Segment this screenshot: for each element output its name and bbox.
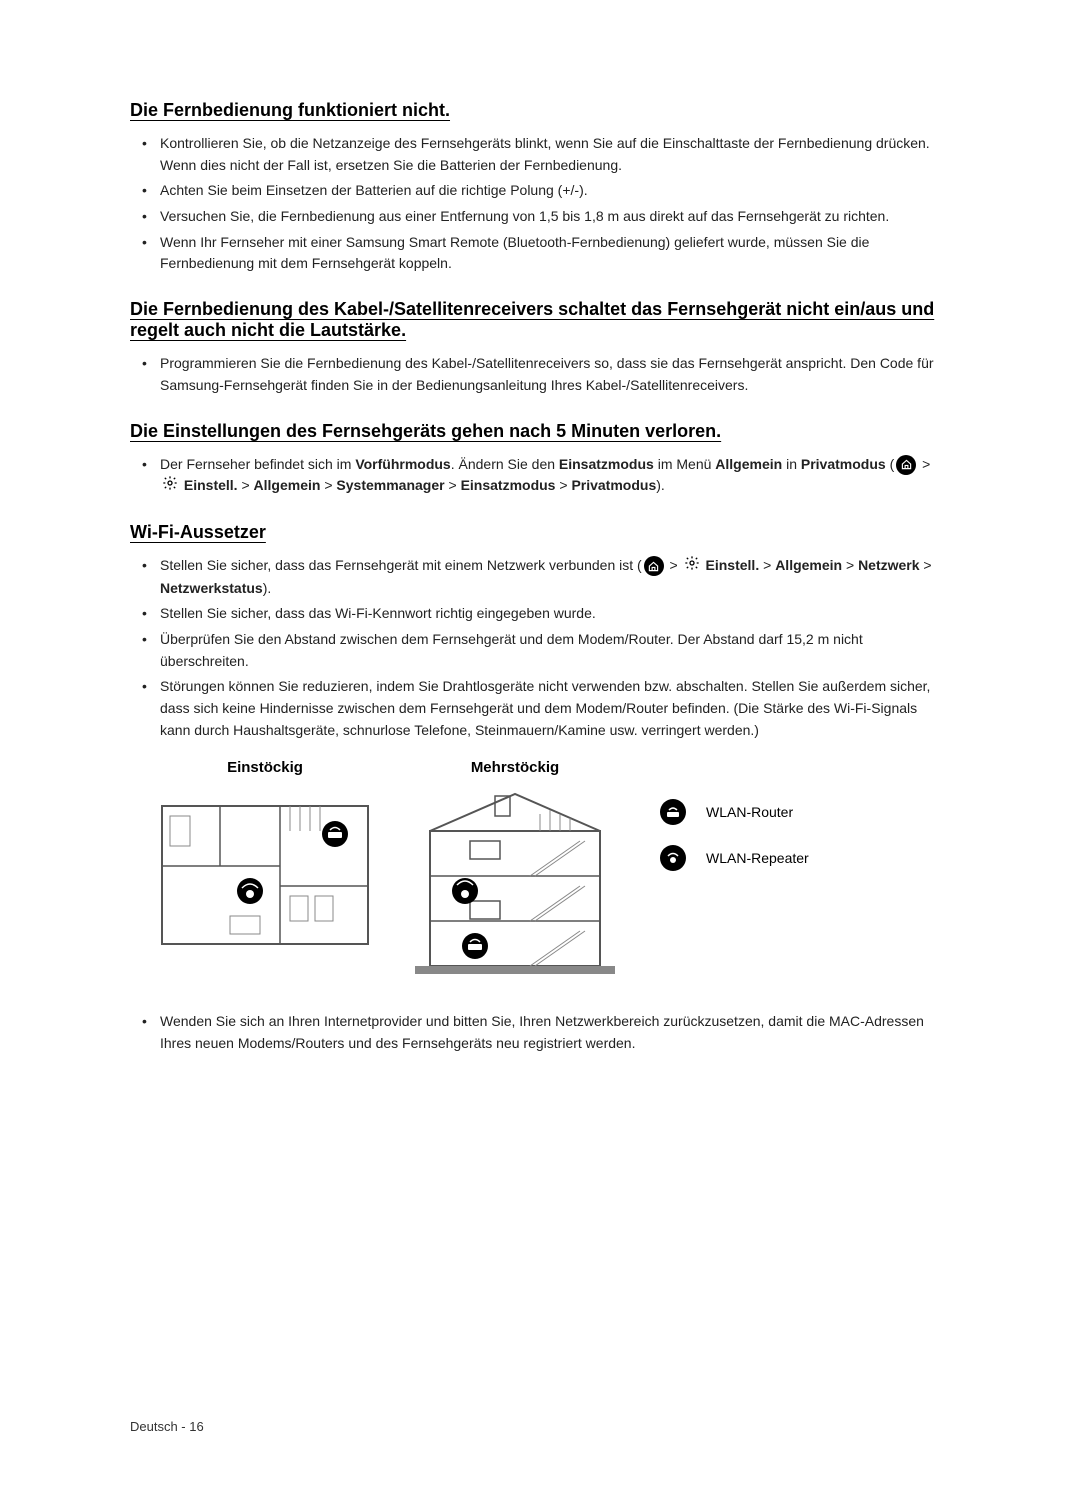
text-bold: Vorführmodus xyxy=(355,456,450,472)
text-bold: Allgemein xyxy=(715,456,782,472)
text: ). xyxy=(263,580,272,596)
gear-icon xyxy=(684,555,700,578)
house-svg xyxy=(410,786,620,976)
list-item: Achten Sie beim Einsetzen der Batterien … xyxy=(160,180,950,202)
diagram-label-single: Einstöckig xyxy=(160,759,370,776)
repeater-icon xyxy=(660,845,686,871)
bullet-list-settings: Der Fernseher befindet sich im Vorführmo… xyxy=(130,454,950,498)
list-item: Wenden Sie sich an Ihren Internetprovide… xyxy=(160,1011,950,1054)
list-item: Versuchen Sie, die Fernbedienung aus ein… xyxy=(160,206,950,228)
diagram-single-story: Einstöckig xyxy=(160,759,370,951)
list-item: Stellen Sie sicher, dass das Fernsehgerä… xyxy=(160,555,950,599)
text: ( xyxy=(886,456,895,472)
list-item: Programmieren Sie die Fernbedienung des … xyxy=(160,353,950,396)
list-item: Kontrollieren Sie, ob die Netzanzeige de… xyxy=(160,133,950,176)
text-bold: Netzwerk xyxy=(858,557,919,573)
text: Der Fernseher befindet sich im xyxy=(160,456,355,472)
text-bold: Allgemein xyxy=(775,557,842,573)
legend-text-repeater: WLAN-Repeater xyxy=(706,850,809,866)
diagram-multi-story: Mehrstöckig xyxy=(410,759,620,981)
text-bold: Einsatzmodus xyxy=(461,477,556,493)
floorplan-svg xyxy=(160,786,370,946)
text-bold: Privatmodus xyxy=(801,456,886,472)
text-bold: Systemmanager xyxy=(336,477,444,493)
list-item: Überprüfen Sie den Abstand zwischen dem … xyxy=(160,629,950,672)
legend-row-repeater: WLAN-Repeater xyxy=(660,845,809,871)
text: ). xyxy=(656,477,665,493)
bullet-list-wifi-after: Wenden Sie sich an Ihren Internetprovide… xyxy=(130,1011,950,1054)
legend-row-router: WLAN-Router xyxy=(660,799,809,825)
text-bold: Allgemein xyxy=(254,477,321,493)
text: im Menü xyxy=(654,456,715,472)
list-item: Wenn Ihr Fernseher mit einer Samsung Sma… xyxy=(160,232,950,275)
text: in xyxy=(782,456,801,472)
text-bold: Einstell. xyxy=(184,477,238,493)
home-icon xyxy=(896,455,916,475)
list-item: Störungen können Sie reduzieren, indem S… xyxy=(160,676,950,741)
text-bold: Einstell. xyxy=(706,557,760,573)
home-icon xyxy=(644,556,664,576)
section-heading-settings: Die Einstellungen des Fernsehgeräts gehe… xyxy=(130,421,950,442)
diagrams-row: Einstöckig Meh xyxy=(160,759,950,981)
list-item: Der Fernseher befindet sich im Vorführmo… xyxy=(160,454,950,498)
bullet-list-remote: Kontrollieren Sie, ob die Netzanzeige de… xyxy=(130,133,950,275)
text-bold: Einsatzmodus xyxy=(559,456,654,472)
gear-icon xyxy=(162,475,178,498)
section-heading-cablesat: Die Fernbedienung des Kabel-/Satellitenr… xyxy=(130,299,950,341)
router-icon xyxy=(660,799,686,825)
text-bold: Privatmodus xyxy=(571,477,656,493)
text-bold: Netzwerkstatus xyxy=(160,580,263,596)
section-heading-remote: Die Fernbedienung funktioniert nicht. xyxy=(130,100,950,121)
text: Stellen Sie sicher, dass das Fernsehgerä… xyxy=(160,557,642,573)
bullet-list-wifi: Stellen Sie sicher, dass das Fernsehgerä… xyxy=(130,555,950,742)
page-footer: Deutsch - 16 xyxy=(130,1419,204,1434)
diagram-legend: WLAN-Router WLAN-Repeater xyxy=(660,799,809,871)
text: . Ändern Sie den xyxy=(451,456,559,472)
bullet-list-cablesat: Programmieren Sie die Fernbedienung des … xyxy=(130,353,950,396)
diagram-label-multi: Mehrstöckig xyxy=(410,759,620,776)
list-item: Stellen Sie sicher, dass das Wi-Fi-Kennw… xyxy=(160,603,950,625)
legend-text-router: WLAN-Router xyxy=(706,804,793,820)
section-heading-wifi: Wi-Fi-Aussetzer xyxy=(130,522,950,543)
